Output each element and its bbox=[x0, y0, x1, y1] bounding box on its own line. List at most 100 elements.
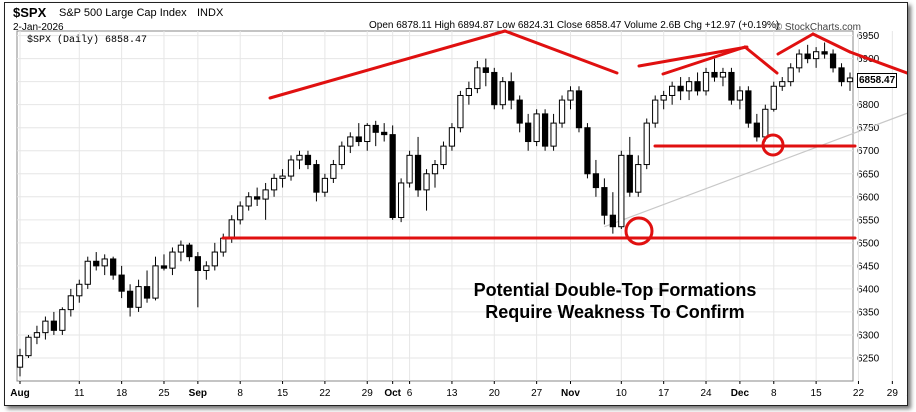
x-tick-label: 15 bbox=[811, 388, 823, 399]
candle-body bbox=[50, 320, 58, 331]
brand-watermark: © StockCharts.com bbox=[774, 22, 861, 33]
candle-body bbox=[525, 122, 532, 143]
candle-body bbox=[313, 164, 320, 193]
x-tick-label: 13 bbox=[446, 388, 458, 399]
candle-body bbox=[499, 81, 506, 106]
candle-body bbox=[533, 113, 540, 143]
candle-body bbox=[745, 90, 752, 124]
y-tick-label: 6600 bbox=[857, 192, 880, 203]
low-value: 6824.31 bbox=[517, 20, 555, 31]
close-label: Close bbox=[556, 20, 583, 31]
candle-body bbox=[618, 154, 625, 228]
candle-body bbox=[414, 154, 422, 191]
x-tick-label: 29 bbox=[362, 388, 374, 399]
candle-body bbox=[694, 81, 701, 92]
candle-body bbox=[93, 260, 100, 267]
candle-body bbox=[338, 145, 345, 166]
candle-body bbox=[669, 85, 676, 96]
candle-body bbox=[846, 77, 854, 83]
symbol-description: S&P 500 Large Cap Index bbox=[59, 7, 187, 19]
candle-body bbox=[550, 122, 557, 147]
candle-body bbox=[702, 71, 710, 92]
candle-body bbox=[516, 99, 523, 124]
candle-body bbox=[652, 99, 659, 124]
candle-body bbox=[609, 214, 616, 228]
candle-body bbox=[508, 81, 515, 101]
candle-body bbox=[372, 124, 379, 133]
annotation-line-2: Require Weakness To Confirm bbox=[485, 302, 745, 322]
candle-body bbox=[558, 99, 566, 124]
y-tick-label: 6450 bbox=[857, 261, 880, 272]
x-tick-label: Nov bbox=[561, 388, 580, 399]
y-tick-label: 6750 bbox=[857, 123, 880, 134]
chart-canvas: 6250 6300 6350 6400 6450 6500 6550 6600 6650 6700… bbox=[10, 29, 907, 399]
candle-body bbox=[16, 355, 24, 368]
annotation-line bbox=[637, 45, 749, 68]
candle-body bbox=[304, 154, 312, 166]
candle-body bbox=[719, 71, 727, 78]
x-tick-label: 15 bbox=[277, 388, 289, 399]
candle-body bbox=[84, 260, 91, 285]
y-tick-label: 6300 bbox=[857, 330, 880, 341]
annotation-line bbox=[661, 45, 747, 76]
exchange-label: INDX bbox=[197, 7, 224, 19]
candle-body bbox=[796, 53, 803, 69]
candle-body bbox=[160, 265, 168, 269]
candle-body bbox=[330, 164, 337, 179]
x-tick-label: Dec bbox=[731, 388, 750, 399]
candle-body bbox=[601, 187, 608, 216]
candle-body bbox=[42, 320, 49, 334]
candle-body bbox=[812, 51, 820, 60]
candle-body bbox=[194, 256, 201, 271]
candle-body bbox=[762, 108, 769, 138]
candle-body bbox=[389, 134, 396, 219]
y-tick-label: 6800 bbox=[857, 100, 880, 111]
candle-body bbox=[829, 53, 837, 69]
candle-body bbox=[279, 175, 286, 179]
candle-body bbox=[728, 71, 735, 101]
annotation-line bbox=[268, 29, 507, 100]
candle-body bbox=[575, 90, 583, 129]
annotation-text: Potential Double-Top Formations Require … bbox=[425, 279, 805, 323]
annotation-line bbox=[503, 29, 619, 75]
x-tick-label: 22 bbox=[853, 388, 865, 399]
candle-body bbox=[423, 173, 430, 191]
candle-body bbox=[474, 67, 481, 90]
x-tick-label: 8 bbox=[237, 388, 243, 399]
x-tick-label: 29 bbox=[887, 388, 899, 399]
annotation-line bbox=[848, 50, 907, 75]
annotation-line bbox=[743, 45, 779, 75]
x-tick-label: 11 bbox=[74, 388, 85, 399]
candle-body bbox=[685, 81, 693, 92]
low-label: Low bbox=[496, 20, 516, 31]
candle-body bbox=[753, 122, 760, 138]
candle-body bbox=[110, 258, 117, 276]
chart-frame: 6250 6300 6350 6400 6450 6500 6550 6600 6650 6700… bbox=[4, 2, 908, 406]
volume-value: 2.6B bbox=[660, 20, 681, 31]
candle-body bbox=[59, 309, 66, 331]
high-value: 6894.87 bbox=[457, 20, 494, 31]
candle-body bbox=[381, 131, 388, 136]
candle-body bbox=[635, 164, 642, 193]
x-tick-label: 18 bbox=[116, 388, 128, 399]
x-tick-label: Aug bbox=[10, 388, 29, 399]
candle-body bbox=[135, 286, 142, 308]
candle-body bbox=[152, 265, 159, 299]
y-tick-label: 6500 bbox=[857, 238, 880, 249]
candle-body bbox=[397, 182, 405, 219]
candle-body bbox=[838, 67, 845, 83]
candle-body bbox=[355, 136, 362, 143]
candle-body bbox=[143, 286, 151, 299]
candle-body bbox=[101, 258, 108, 267]
high-label: High bbox=[434, 20, 456, 31]
y-tick-label: 6250 bbox=[857, 353, 880, 364]
annotation-line bbox=[776, 32, 815, 56]
x-tick-label: 17 bbox=[658, 388, 670, 399]
candle-body bbox=[541, 113, 549, 147]
candle-body bbox=[262, 189, 269, 200]
y-tick-label: 6550 bbox=[857, 215, 880, 226]
x-tick-label: 22 bbox=[319, 388, 331, 399]
chg-label: Chg bbox=[683, 20, 702, 31]
candle-body bbox=[567, 90, 574, 101]
candle-body bbox=[296, 154, 303, 161]
